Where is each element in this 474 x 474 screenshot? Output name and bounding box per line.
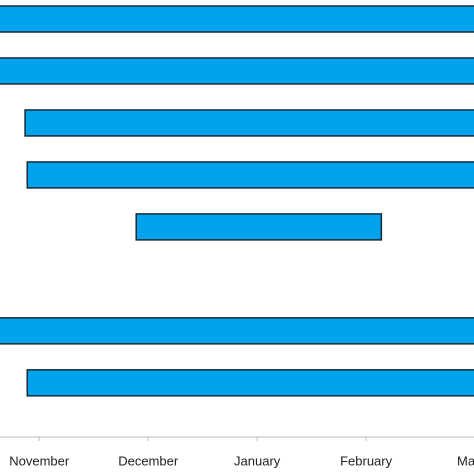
task-bar: [26, 161, 474, 189]
x-tick-label: January: [234, 453, 281, 468]
task-bar: [26, 369, 474, 397]
x-tick-label: February: [340, 453, 393, 468]
x-tick-label: November: [9, 453, 70, 468]
x-tick-label: March: [457, 453, 474, 468]
task-bar: [135, 213, 383, 241]
task-bar: [0, 5, 474, 33]
task-bar: [0, 317, 474, 345]
task-bar: [0, 57, 474, 85]
task-bar: [24, 109, 474, 137]
x-tick-label: December: [118, 453, 179, 468]
